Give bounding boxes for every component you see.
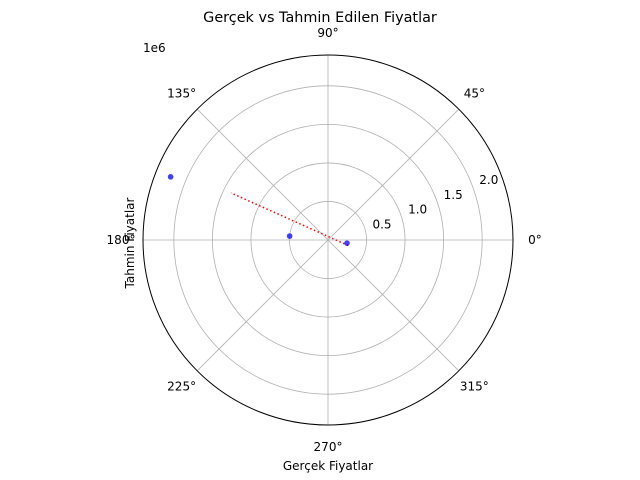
theta-tick-label: 90° (317, 26, 338, 40)
scatter-points (167, 174, 350, 246)
angular-gridline (196, 108, 329, 241)
reference-line (230, 192, 349, 247)
theta-tick-label: 135° (167, 87, 196, 101)
theta-tick-label: 315° (460, 379, 489, 393)
angular-gridline (196, 239, 329, 372)
theta-tick-label: 270° (314, 440, 343, 454)
data-point (286, 233, 293, 239)
y-axis-label: Tahmin Fiyatlar (123, 197, 137, 289)
theta-tick-label: 180° (107, 233, 136, 247)
theta-tick-label: 45° (464, 87, 485, 101)
theta-tick-label: 0° (528, 233, 542, 247)
scale-label: 1e6 (143, 41, 166, 55)
r-tick-label: 2.0 (479, 173, 498, 187)
theta-tick-label: 225° (167, 379, 196, 393)
reference-line-layer (230, 192, 349, 247)
angular-gridline (327, 239, 460, 372)
tick-labels: 0° 45° 90° 135° 180° 225° 270° 315° 0.5 1.0 1.5 2.0 (107, 26, 542, 454)
r-tick-label: 1.5 (444, 188, 463, 202)
x-axis-label: Gerçek Fiyatlar (283, 459, 373, 473)
chart-title: Gerçek vs Tahmin Edilen Fiyatlar (203, 10, 437, 26)
r-tick-label: 0.5 (372, 217, 391, 231)
angular-gridline (327, 108, 460, 241)
polar-frame (142, 54, 514, 426)
grid-layer (143, 55, 513, 425)
data-point (167, 174, 174, 180)
data-point (344, 240, 350, 246)
r-tick-label: 1.0 (408, 203, 427, 217)
